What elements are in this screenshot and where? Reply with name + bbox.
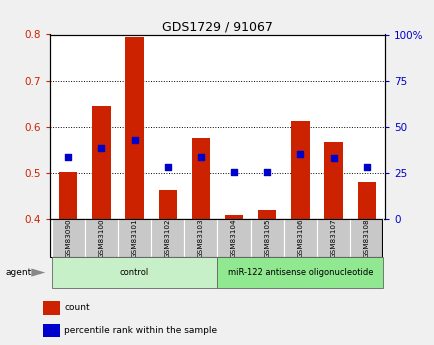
Bar [59, 172, 77, 219]
Text: GSM83100: GSM83100 [98, 218, 104, 258]
Bar [85, 219, 118, 257]
Text: GSM83106: GSM83106 [297, 218, 302, 258]
Text: miR-122 antisense oligonucleotide: miR-122 antisense oligonucleotide [227, 268, 372, 277]
Bar [316, 219, 349, 257]
Bar [52, 257, 217, 288]
Bar [43, 324, 60, 337]
Point [164, 164, 171, 170]
Bar [257, 210, 276, 219]
Bar [118, 219, 151, 257]
Bar [250, 219, 283, 257]
Bar [151, 219, 184, 257]
Text: count: count [64, 303, 89, 313]
Text: GSM83101: GSM83101 [132, 218, 137, 258]
Point [197, 154, 204, 159]
Bar [52, 219, 85, 257]
Point [296, 152, 303, 157]
Bar [217, 257, 382, 288]
Bar [217, 219, 250, 257]
Bar [291, 121, 309, 219]
Bar [92, 106, 110, 219]
Bar [349, 219, 382, 257]
Point [329, 155, 336, 160]
Bar [224, 215, 243, 219]
Text: control: control [120, 268, 149, 277]
Text: GSM83102: GSM83102 [164, 218, 171, 258]
Point [230, 169, 237, 174]
Bar [158, 190, 177, 219]
Bar [184, 219, 217, 257]
Point [131, 137, 138, 142]
Text: GSM83090: GSM83090 [65, 218, 71, 258]
Text: GSM83104: GSM83104 [230, 218, 237, 258]
Text: GSM83107: GSM83107 [330, 218, 336, 258]
Bar [191, 138, 210, 219]
Bar [283, 219, 316, 257]
Text: GSM83105: GSM83105 [263, 218, 270, 258]
Title: GDS1729 / 91067: GDS1729 / 91067 [162, 20, 272, 33]
Polygon shape [31, 268, 45, 277]
Bar [43, 301, 60, 315]
Text: percentile rank within the sample: percentile rank within the sample [64, 326, 217, 335]
Point [263, 169, 270, 174]
Text: GSM83103: GSM83103 [197, 218, 204, 258]
Bar [324, 141, 342, 219]
Point [362, 164, 369, 170]
Text: agent: agent [5, 268, 31, 277]
Point [65, 154, 72, 159]
Text: GSM83108: GSM83108 [363, 218, 369, 258]
Bar [357, 182, 375, 219]
Point [98, 145, 105, 150]
Bar [125, 37, 143, 219]
